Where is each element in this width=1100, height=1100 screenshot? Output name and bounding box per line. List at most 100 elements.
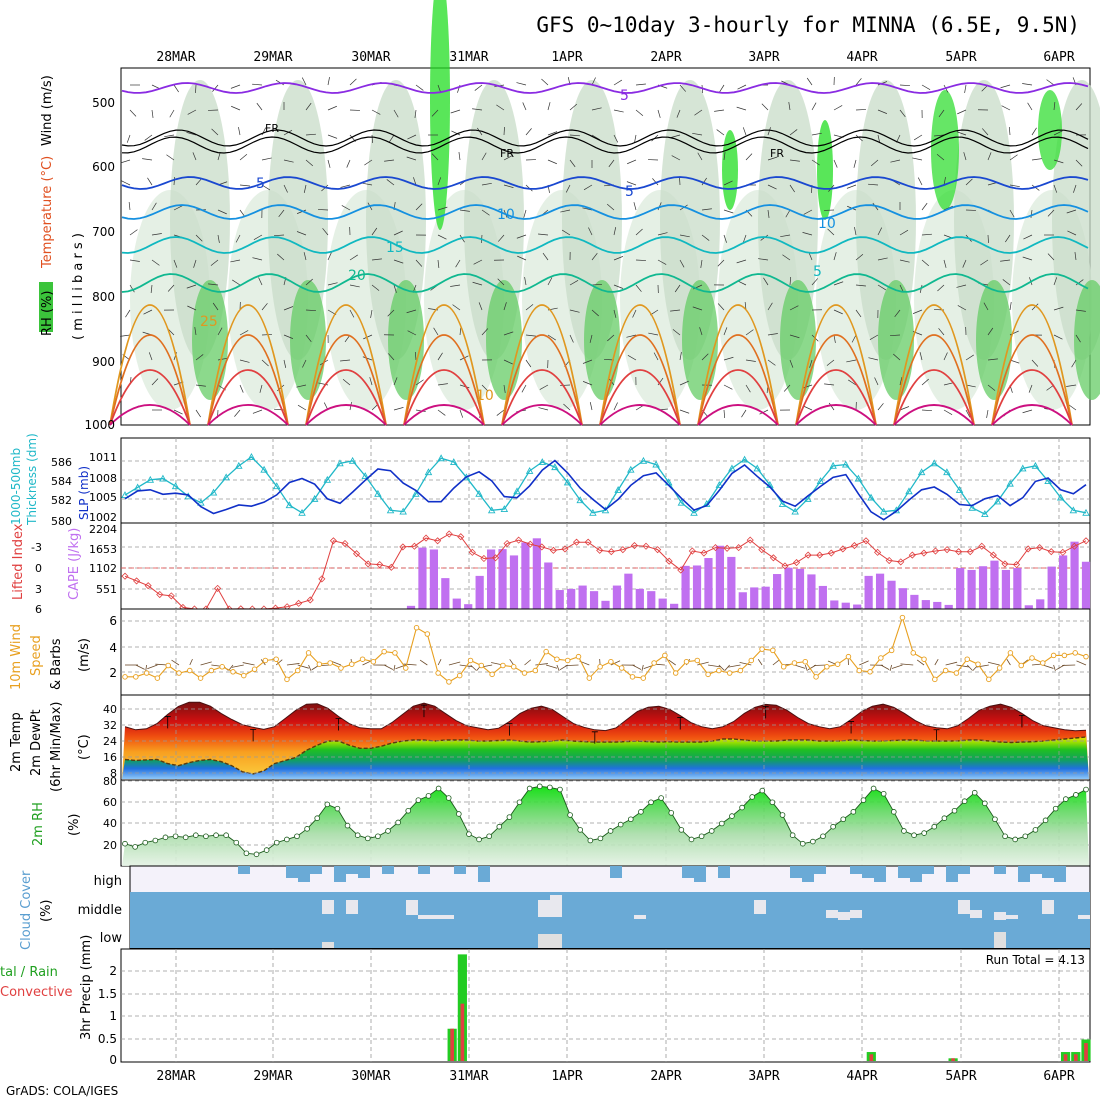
- rh-point: [304, 826, 310, 832]
- upper-wind-barb: [1027, 102, 1033, 111]
- cape-bar: [875, 573, 885, 609]
- cloud-high-bar: [478, 866, 490, 882]
- upper-wind-barb: [613, 227, 617, 236]
- rh-point: [142, 839, 149, 846]
- upper-wind-barb: [701, 208, 712, 211]
- temp2m-panel: 40 32 24 16 8 2m Temp 2m DewPt (6hr Min/…: [9, 694, 1091, 792]
- thickness-point: [639, 456, 648, 464]
- upper-wind-barb: [302, 359, 307, 368]
- wind-barb: [147, 664, 158, 670]
- wind-speed-point: [467, 657, 474, 664]
- upper-wind-barb: [261, 334, 272, 336]
- wind-speed-point: [154, 675, 161, 681]
- upper-wind-barb: [283, 159, 294, 163]
- upper-wind-barb: [826, 359, 835, 366]
- upper-wind-barb: [1005, 234, 1011, 243]
- li-point: [711, 544, 720, 552]
- upper-wind-barb: [877, 284, 887, 291]
- cape-bar: [670, 603, 679, 609]
- upper-wind-barb: [547, 277, 553, 286]
- upper-wind-barb: [547, 131, 558, 136]
- upper-contour-label: 5: [625, 184, 634, 200]
- wind-speed-point: [402, 665, 409, 671]
- cape-bar: [887, 580, 896, 609]
- wind-speed-point: [716, 667, 722, 674]
- upper-wind-barb: [789, 359, 794, 368]
- wind-barb: [1042, 664, 1054, 669]
- precip-convective-bar: [460, 1003, 465, 1061]
- wind-speed-point: [694, 657, 701, 664]
- li-point: [630, 541, 639, 550]
- wind-barb: [668, 659, 676, 666]
- date-label: 4APR: [846, 50, 877, 65]
- li-point: [572, 538, 581, 546]
- li-point: [874, 548, 882, 556]
- upper-wind-barb: [437, 259, 440, 269]
- rh-point: [273, 839, 280, 846]
- upper-wind-barb: [899, 377, 903, 386]
- wind-speed-point: [759, 646, 765, 652]
- upper-wind-barb: [393, 109, 399, 118]
- run-total: Run Total = 4.13: [986, 953, 1085, 967]
- upper-wind-barb: [855, 134, 863, 142]
- cape-bar: [990, 560, 999, 609]
- upper-wind-barb: [899, 259, 910, 263]
- upper-wind-barb: [283, 334, 294, 339]
- wind-speed-point: [295, 667, 301, 674]
- li-point: [978, 542, 986, 550]
- upper-wind-barb: [1075, 159, 1083, 167]
- temp-tick: 40: [103, 703, 117, 716]
- wind-speed-point: [780, 664, 787, 670]
- thickness-point: [829, 461, 837, 469]
- upper-contour-label: 5: [620, 88, 629, 104]
- wind-speed-point: [964, 656, 970, 662]
- li-point: [769, 554, 777, 562]
- wind-speed-point: [349, 661, 355, 667]
- upper-wind-barb: [855, 253, 864, 261]
- li-point: [144, 582, 152, 590]
- cloud-high-bar: [1054, 866, 1066, 882]
- wind-speed-point: [942, 667, 949, 674]
- upper-wind-barb: [547, 159, 557, 165]
- upper-wind-barb: [613, 79, 623, 86]
- thickness-point: [171, 482, 180, 490]
- cape-ylabel: CAPE (J/kg): [67, 528, 82, 600]
- upper-wind-barb: [632, 309, 637, 318]
- upper-wind-barb: [811, 159, 820, 166]
- upper-wind-barb: [147, 177, 153, 186]
- thickness-tick: 582: [51, 494, 72, 507]
- upper-wind-barb: [274, 234, 285, 237]
- isotherm-15: [121, 236, 1089, 254]
- cloud-high-bar: [790, 866, 802, 878]
- upper-wind-barb: [767, 209, 770, 219]
- cloud-level-label: high: [94, 874, 122, 889]
- upper-wind-barb: [851, 334, 857, 343]
- rh-point: [678, 827, 685, 833]
- upper-wind-barb: [164, 134, 175, 138]
- upper-wind-barb: [962, 259, 967, 268]
- upper-wind-barb: [349, 254, 358, 261]
- li-point: [781, 562, 789, 570]
- upper-wind-barb: [853, 159, 857, 168]
- upper-wind-barb: [125, 309, 131, 318]
- upper-wind-barb: [305, 334, 312, 342]
- upper-wind-barb: [129, 284, 135, 293]
- date-label: 2APR: [650, 50, 681, 65]
- wind-barb: [135, 664, 145, 670]
- isotherm-10: [121, 204, 1089, 220]
- upper-wind-barb: [1073, 184, 1077, 193]
- thickness-point: [753, 464, 761, 472]
- upper-wind-barb: [503, 155, 513, 161]
- upper-wind-barb: [362, 182, 373, 186]
- thickness-point: [955, 486, 964, 493]
- upper-wind-barb: [322, 228, 329, 236]
- wind-speed-point: [1018, 662, 1024, 669]
- wind-speed-point: [510, 664, 517, 670]
- wind-barb: [275, 659, 283, 666]
- cape-bar: [658, 598, 667, 609]
- rh-point: [850, 809, 857, 815]
- upper-wind-barb: [679, 409, 690, 414]
- wind-barb: [297, 664, 309, 669]
- cape-bar: [429, 549, 438, 609]
- upper-wind-barb: [670, 134, 681, 138]
